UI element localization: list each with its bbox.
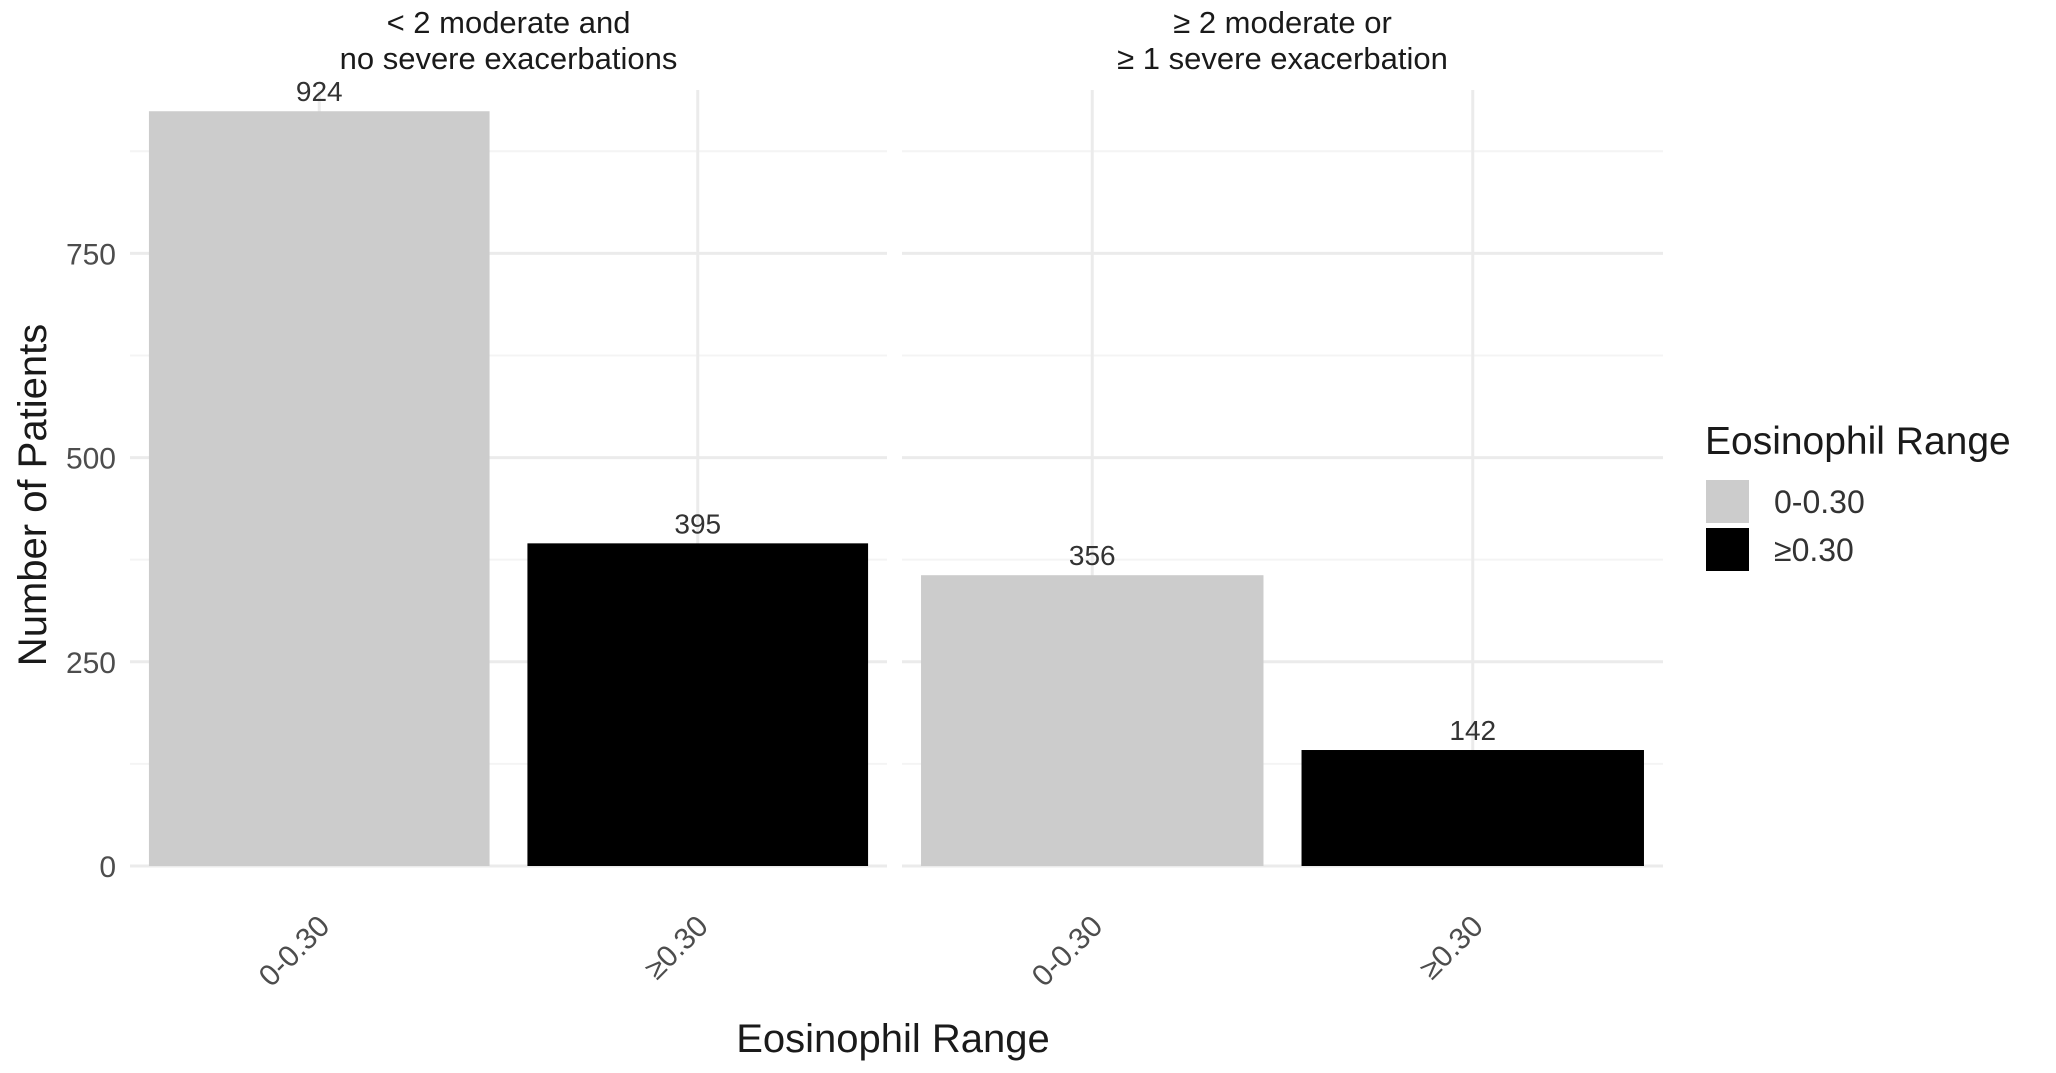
legend-label: ≥0.30 [1774, 532, 1854, 568]
facet-title-line2: no severe exacerbations [340, 41, 678, 76]
bar-value-label: 924 [296, 76, 343, 107]
bar [1301, 750, 1644, 866]
x-tick-label: 0-0.30 [1026, 910, 1109, 993]
bar-value-label: 142 [1449, 715, 1496, 746]
y-tick-label: 750 [66, 238, 116, 271]
x-tick-label: ≥0.30 [1413, 910, 1489, 986]
y-axis-title: Number of Patients [11, 324, 55, 666]
bar-value-label: 395 [674, 508, 721, 539]
y-tick-label: 0 [99, 851, 116, 884]
facet-title-line1: ≥ 2 moderate or [1173, 5, 1392, 40]
x-tick-label: 0-0.30 [253, 910, 336, 993]
bar [148, 111, 490, 866]
facet-title-line2: ≥ 1 severe exacerbation [1117, 41, 1448, 76]
x-tick-label: ≥0.30 [638, 910, 714, 986]
facet-title-line1: < 2 moderate and [387, 5, 631, 40]
legend-swatch [1706, 480, 1749, 523]
y-tick-label: 250 [66, 647, 116, 680]
bar [921, 575, 1264, 866]
y-tick-label: 500 [66, 443, 116, 476]
legend-title: Eosinophil Range [1705, 420, 2011, 463]
legend-swatch [1706, 528, 1749, 571]
bar [527, 543, 869, 866]
legend-label: 0-0.30 [1774, 484, 1865, 520]
bar-value-label: 356 [1069, 540, 1116, 571]
x-axis-title: Eosinophil Range [736, 1017, 1050, 1061]
